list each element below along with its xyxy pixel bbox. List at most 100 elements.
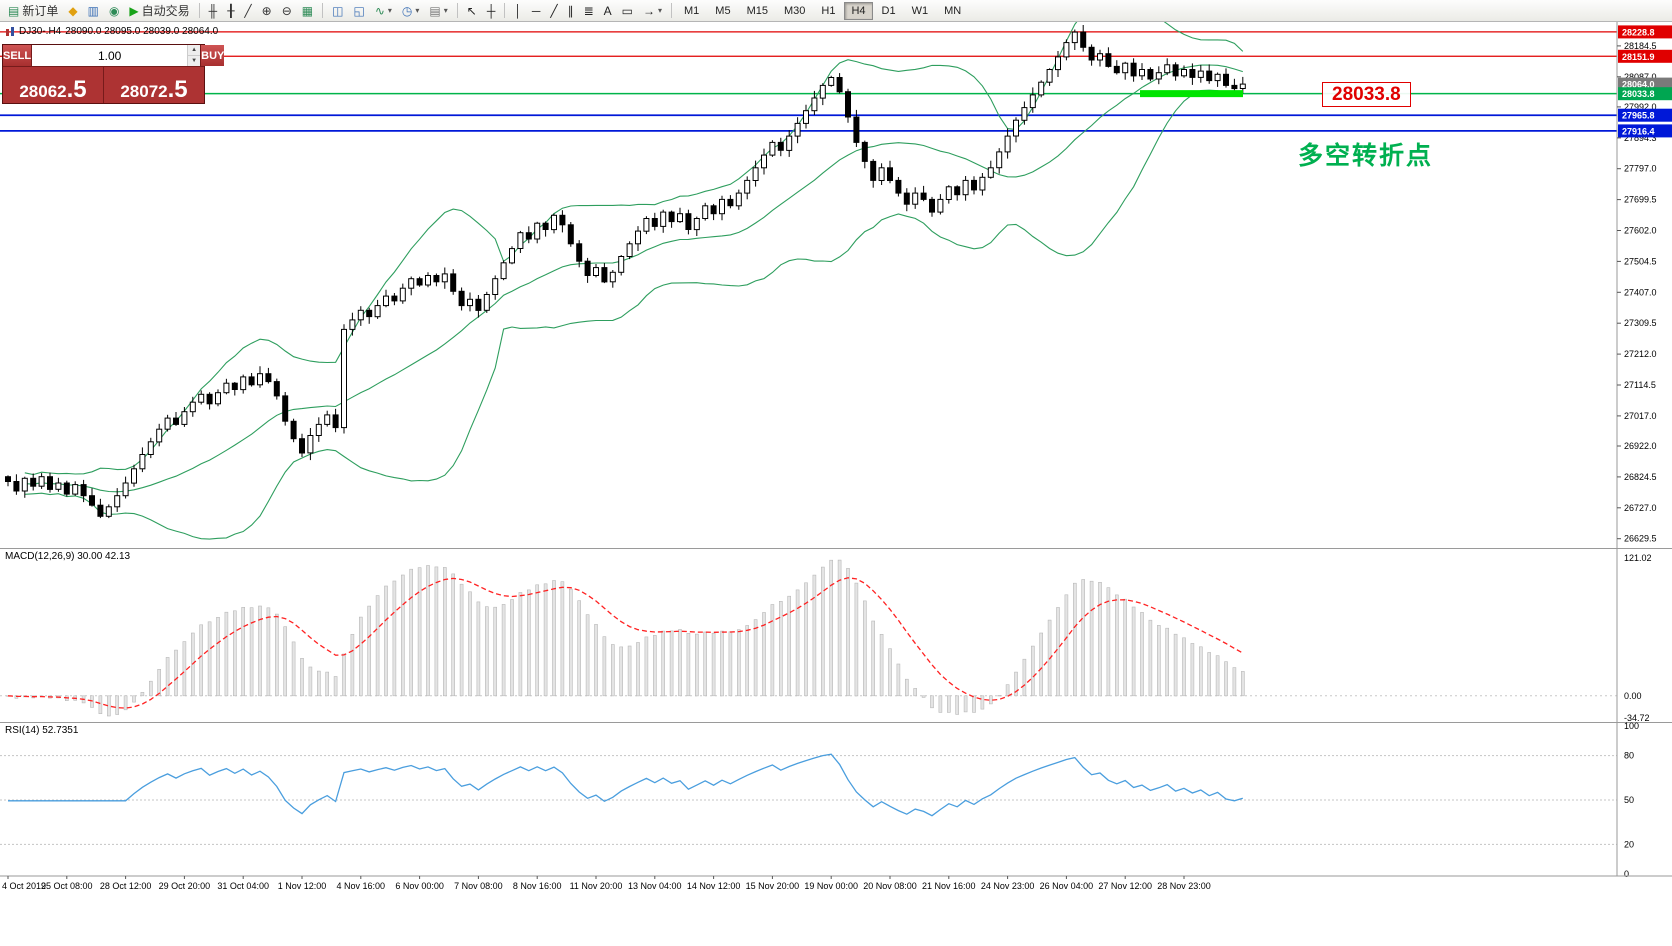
buy-button[interactable]: BUY [200, 45, 225, 66]
vertical-line-tool[interactable]: │ [509, 1, 527, 20]
zoom-out-icon[interactable]: ⊖ [277, 1, 297, 20]
svg-text:26629.5: 26629.5 [1624, 534, 1657, 544]
volume-input[interactable] [32, 45, 188, 66]
price-tag [1618, 124, 1672, 138]
timeframe-m1-button[interactable]: M1 [684, 4, 700, 17]
toolbar-separator [198, 3, 200, 18]
svg-text:26727.0: 26727.0 [1624, 503, 1657, 513]
line-chart-type-icon-glyph: ╱ [244, 3, 252, 18]
svg-text:28064.0: 28064.0 [1622, 80, 1655, 90]
rsi-label: RSI(14) 52.7351 [5, 725, 79, 736]
svg-text:50: 50 [1624, 795, 1634, 805]
channel-tool[interactable]: ∥ [563, 1, 579, 20]
zoom-in-icon-glyph: ⊕ [261, 3, 272, 18]
svg-text:0.00: 0.00 [1624, 691, 1642, 701]
main-toolbar: ▤ 新订单 ◆ ▥ ◉ ▶ 自动交易 ╫ ╂ ╱ ⊕ ⊖ ▦ ◫ ◱ ∿ ▾ ◷ ▾ ▤ ▾ ↖ ┼ │ ─ ╱ ∥ ≣ A ▭ → ▾ M1 M… [0, 0, 1672, 22]
grid-icon[interactable]: ▦ [297, 1, 318, 20]
bar-chart-type-icon-glyph: ╫ [208, 3, 218, 18]
bar-chart-type-icon[interactable]: ╫ [204, 1, 223, 20]
periods-menu-button-glyph: ◷ [401, 3, 413, 18]
autotrade-button-label: 自动交易 [141, 4, 190, 18]
toolbar-separator [322, 3, 324, 18]
svg-text:6 Nov 00:00: 6 Nov 00:00 [395, 881, 444, 891]
new-order-button[interactable]: ▤ 新订单 [3, 1, 63, 20]
price-tag [1618, 108, 1672, 122]
svg-text:14 Nov 12:00: 14 Nov 12:00 [687, 881, 741, 891]
toolbar-separator [671, 3, 673, 18]
svg-text:28184.5: 28184.5 [1624, 41, 1657, 51]
timeframe-m30-button[interactable]: M30 [783, 4, 806, 17]
svg-text:27797.0: 27797.0 [1624, 164, 1657, 174]
arrows-menu-button[interactable]: → ▾ [638, 1, 667, 20]
svg-text:28033.8: 28033.8 [1622, 89, 1655, 99]
arrows-menu-button-glyph: → [643, 3, 655, 18]
line-chart-type-icon[interactable]: ╱ [239, 1, 256, 20]
crosshair-tool-button[interactable]: ┼ [482, 1, 501, 20]
svg-text:20: 20 [1624, 839, 1634, 849]
autotrade-button[interactable]: ▶ 自动交易 [124, 1, 194, 20]
horizontal-line-tool-glyph: ─ [531, 3, 541, 18]
dropdown-arrow-icon: ▾ [415, 6, 420, 15]
data-window-icon[interactable]: ◉ [104, 1, 124, 20]
volume-down-icon[interactable]: ▼ [188, 56, 201, 66]
timeframe-w1-button[interactable]: W1 [911, 4, 929, 17]
svg-text:28 Nov 23:00: 28 Nov 23:00 [1157, 881, 1211, 891]
svg-text:80: 80 [1624, 751, 1634, 761]
trendline-tool[interactable]: ╱ [545, 1, 562, 20]
svg-text:27916.4: 27916.4 [1622, 126, 1655, 136]
buy-price-pips: .5 [167, 75, 188, 103]
text-tool[interactable]: A [599, 1, 617, 20]
candlestick-chart-type-icon[interactable]: ╂ [222, 1, 239, 20]
candlestick-series [5, 25, 1246, 519]
profiles-icon-glyph: ◆ [68, 3, 78, 18]
volume-spinner[interactable]: ▲ ▼ [187, 45, 201, 66]
sell-button[interactable]: SELL [3, 45, 33, 66]
price-tag [1618, 49, 1672, 63]
rsi-panel: 100 80 50 20 0 [0, 721, 1639, 879]
fibonacci-tool[interactable]: ≣ [579, 1, 599, 20]
chart-symbol-period: DJ30-.H4 [19, 26, 62, 37]
timeframe-m5-button[interactable]: M5 [715, 4, 731, 17]
svg-text:7 Nov 08:00: 7 Nov 08:00 [454, 881, 503, 891]
svg-text:4 Oct 2019: 4 Oct 2019 [2, 881, 46, 891]
svg-text:26824.5: 26824.5 [1624, 472, 1657, 482]
svg-text:27212.0: 27212.0 [1624, 349, 1657, 359]
trendline-tool-glyph: ╱ [550, 3, 558, 18]
text-label-tool-glyph: ▭ [621, 3, 633, 18]
fibonacci-tool-glyph: ≣ [583, 3, 594, 18]
horizontal-line-tool[interactable]: ─ [527, 1, 546, 20]
cursor-tool-button[interactable]: ↖ [462, 1, 482, 20]
market-watch-icon[interactable]: ▥ [83, 1, 104, 20]
price-tag [1618, 25, 1672, 39]
svg-text:100: 100 [1624, 721, 1639, 731]
templates-menu-button[interactable]: ▤ ▾ [424, 1, 452, 20]
timeframe-d1-button[interactable]: D1 [881, 4, 896, 17]
indicators-menu-button[interactable]: ∿ ▾ [370, 1, 397, 20]
price-level-callout: 28033.8 [1322, 82, 1411, 107]
svg-text:26922.0: 26922.0 [1624, 441, 1657, 451]
tile-windows-icon[interactable]: ◫ [327, 1, 348, 20]
cascade-windows-icon[interactable]: ◱ [348, 1, 369, 20]
svg-text:4 Nov 16:00: 4 Nov 16:00 [337, 881, 386, 891]
svg-text:28228.8: 28228.8 [1622, 27, 1655, 37]
turning-point-annotation: 多空转折点 [1298, 142, 1434, 170]
crosshair-tool-button-glyph: ┼ [486, 3, 496, 18]
timeframe-h1-button[interactable]: H1 [821, 4, 836, 17]
zoom-in-icon[interactable]: ⊕ [257, 1, 277, 20]
sell-price[interactable]: 28062 .5 [3, 67, 103, 103]
toolbar-separator [456, 3, 458, 18]
text-label-tool[interactable]: ▭ [617, 1, 638, 20]
timeframe-m15-button[interactable]: M15 [746, 4, 768, 17]
svg-text:27407.0: 27407.0 [1624, 287, 1657, 297]
buy-price[interactable]: 28072 .5 [103, 67, 204, 103]
periods-menu-button[interactable]: ◷ ▾ [397, 1, 425, 20]
timeframe-mn-button[interactable]: MN [944, 4, 962, 17]
profiles-icon[interactable]: ◆ [63, 1, 82, 20]
channel-tool-glyph: ∥ [567, 3, 574, 18]
timeframe-h4-button[interactable]: H4 [844, 1, 873, 20]
price-scale[interactable]: 28184.5 28087.0 27992.0 27894.3 27797.0 27699… [1616, 22, 1672, 876]
svg-text:21 Nov 16:00: 21 Nov 16:00 [922, 881, 976, 891]
volume-up-icon[interactable]: ▲ [188, 45, 201, 56]
